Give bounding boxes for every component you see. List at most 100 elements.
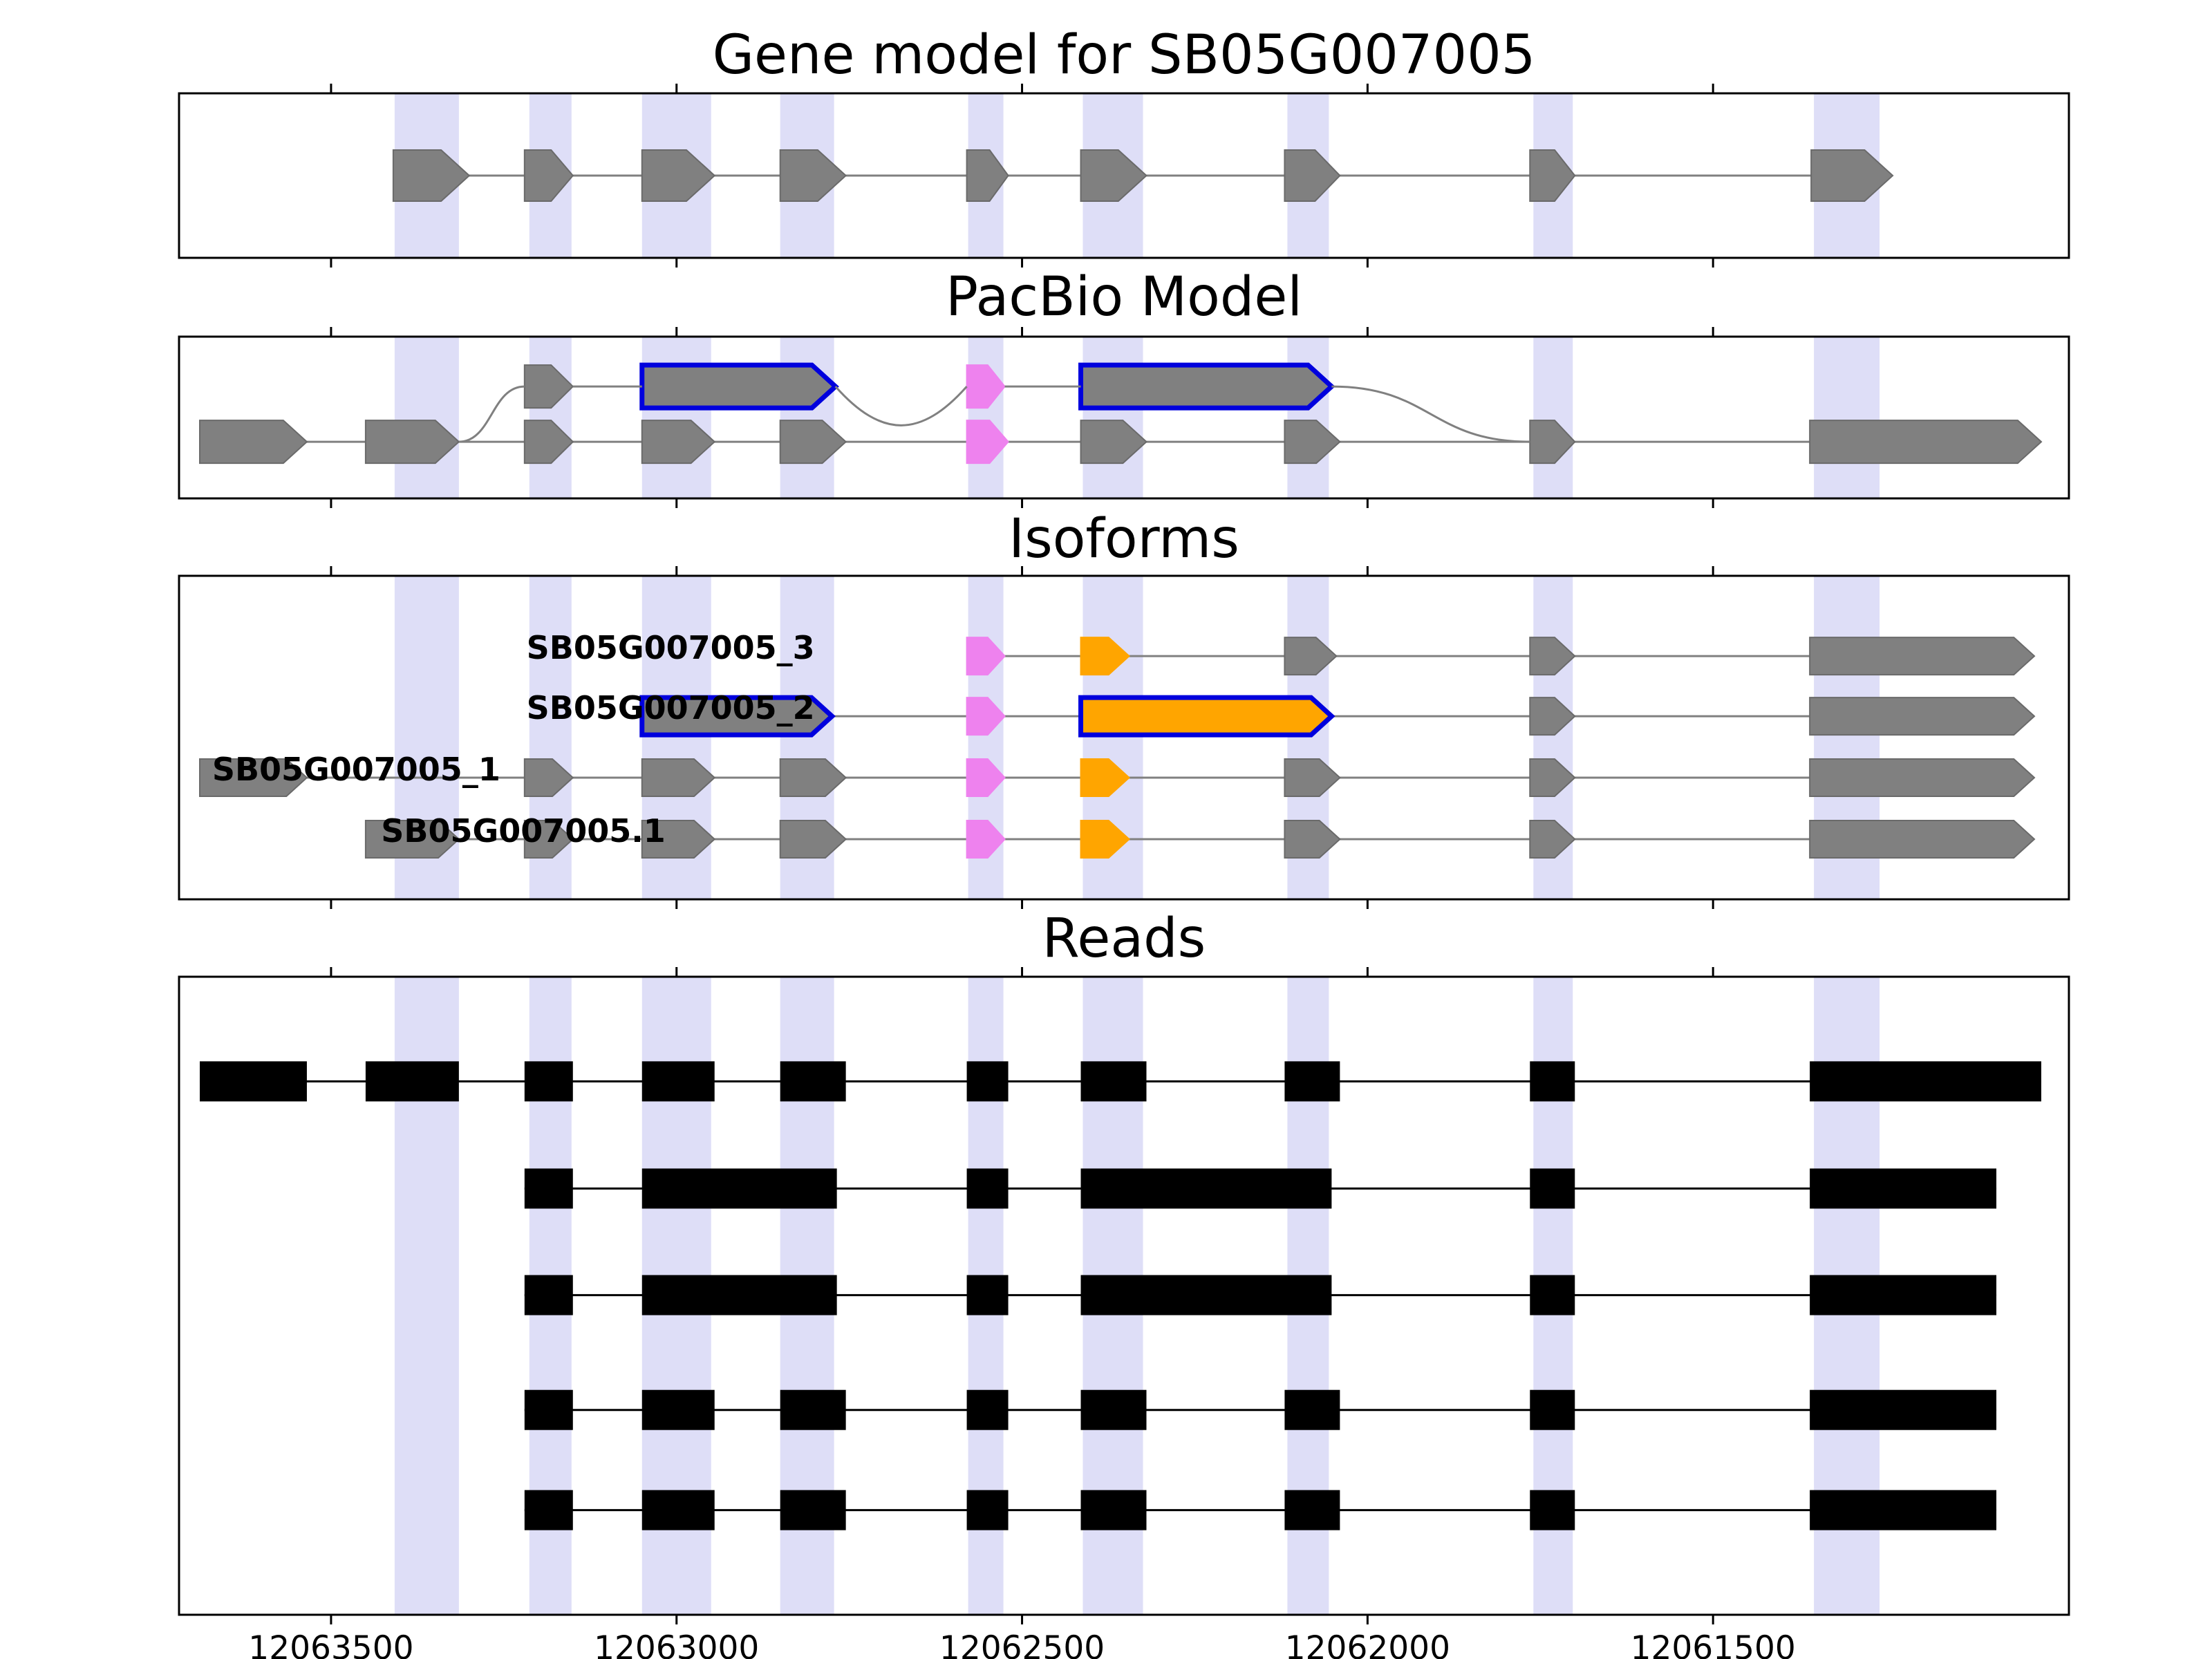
read-exon-block <box>641 1490 715 1530</box>
read-exon-block <box>1080 1061 1147 1102</box>
isoform-label: SB05G007005_3 <box>527 629 815 666</box>
read-exon-block <box>1810 1168 1997 1209</box>
exon <box>1529 819 1576 859</box>
read-exon-block <box>966 1490 1009 1530</box>
read-exon-block <box>1530 1490 1575 1530</box>
highlight-band <box>1082 337 1143 498</box>
read-exon-block <box>780 1061 846 1102</box>
exon-violet <box>966 758 1006 798</box>
exon <box>1284 758 1341 798</box>
highlight-band <box>394 337 459 498</box>
highlight-band <box>780 337 834 498</box>
exon <box>779 819 847 859</box>
exon <box>1529 697 1576 736</box>
exon <box>523 420 574 465</box>
exon <box>1529 758 1576 798</box>
splice-junction <box>834 386 968 427</box>
x-tick-label: 12063000 <box>594 1629 759 1659</box>
highlight-band <box>968 337 1004 498</box>
read-exon-block <box>524 1168 573 1209</box>
exon-violet <box>966 364 1006 409</box>
exon <box>639 695 836 738</box>
panel-border-gene-model <box>178 92 2070 259</box>
read-exon-block <box>524 1389 573 1430</box>
exon <box>1529 420 1576 465</box>
panel-title-reads: Reads <box>1042 908 1206 970</box>
read-exon-block <box>524 1061 573 1102</box>
exon <box>1809 819 2036 859</box>
read-exon-block <box>1810 1490 1997 1530</box>
read-exon-block <box>1080 1389 1147 1430</box>
read-exon-block <box>780 1490 846 1530</box>
exon <box>392 149 471 202</box>
exon <box>641 758 716 798</box>
exon <box>1284 420 1341 465</box>
read-exon-block <box>199 1061 307 1102</box>
highlight-band <box>1533 337 1573 498</box>
exon <box>1529 637 1576 676</box>
panel-border-reads <box>178 975 2070 1616</box>
exon-violet <box>966 819 1006 859</box>
exon <box>198 420 308 465</box>
exon <box>1080 420 1147 465</box>
read-exon-block <box>1530 1275 1575 1315</box>
isoform-label: SB05G007005_1 <box>212 751 500 788</box>
x-tick-label: 12063500 <box>248 1629 413 1659</box>
exon-violet <box>966 420 1009 465</box>
exon <box>1078 362 1335 411</box>
read-exon-block <box>1530 1389 1575 1430</box>
highlight-band <box>529 337 572 498</box>
read-exon-block <box>1284 1389 1340 1430</box>
exon-orange <box>1078 695 1335 738</box>
read-exon-block <box>524 1275 573 1315</box>
read-exon-block <box>1810 1389 1997 1430</box>
exon <box>1080 149 1147 202</box>
exon <box>1284 149 1341 202</box>
panel-title-pacbio-model: PacBio Model <box>945 266 1303 328</box>
highlight-band <box>1814 337 1880 498</box>
exon-orange <box>1080 819 1130 859</box>
read-exon-block <box>524 1490 573 1530</box>
x-tick-label: 12062500 <box>939 1629 1105 1659</box>
read-exon-block <box>1810 1275 1997 1315</box>
highlight-band <box>641 337 711 498</box>
isoform-label: SB05G007005.1 <box>381 812 665 850</box>
exon <box>1810 149 1894 202</box>
exon <box>1809 420 2043 465</box>
read-exon-block <box>641 1061 715 1102</box>
read-exon-block <box>1284 1061 1340 1102</box>
exon <box>364 819 460 859</box>
exon-orange <box>1080 637 1130 676</box>
isoform-label: SB05G007005_2 <box>527 689 815 727</box>
exon-violet <box>966 637 1006 676</box>
exon <box>779 149 847 202</box>
exon <box>523 819 574 859</box>
splice-junction <box>1331 385 1530 443</box>
exon <box>641 149 716 202</box>
exon <box>1284 819 1341 859</box>
read-exon-block <box>1810 1061 2042 1102</box>
panel-border-isoforms <box>178 574 2070 901</box>
exon <box>364 420 460 465</box>
read-exon-block <box>1284 1490 1340 1530</box>
read-exon-block <box>966 1061 1009 1102</box>
read-exon-block <box>1080 1490 1147 1530</box>
exon <box>523 364 574 409</box>
read-exon-block <box>1080 1168 1332 1209</box>
exon <box>1809 697 2036 736</box>
read-exon-block <box>1080 1275 1332 1315</box>
exon <box>779 420 847 465</box>
read-exon-block <box>1530 1168 1575 1209</box>
read-exon-block <box>966 1168 1009 1209</box>
read-exon-block <box>365 1061 459 1102</box>
exon <box>1529 149 1576 202</box>
highlight-band <box>1287 337 1329 498</box>
exon <box>641 819 716 859</box>
x-tick-label: 12061500 <box>1631 1629 1796 1659</box>
exon <box>523 149 574 202</box>
exon <box>641 420 716 465</box>
exon <box>966 149 1009 202</box>
exon <box>1284 637 1338 676</box>
panel-title-gene-model: Gene model for SB05G007005 <box>712 24 1536 86</box>
